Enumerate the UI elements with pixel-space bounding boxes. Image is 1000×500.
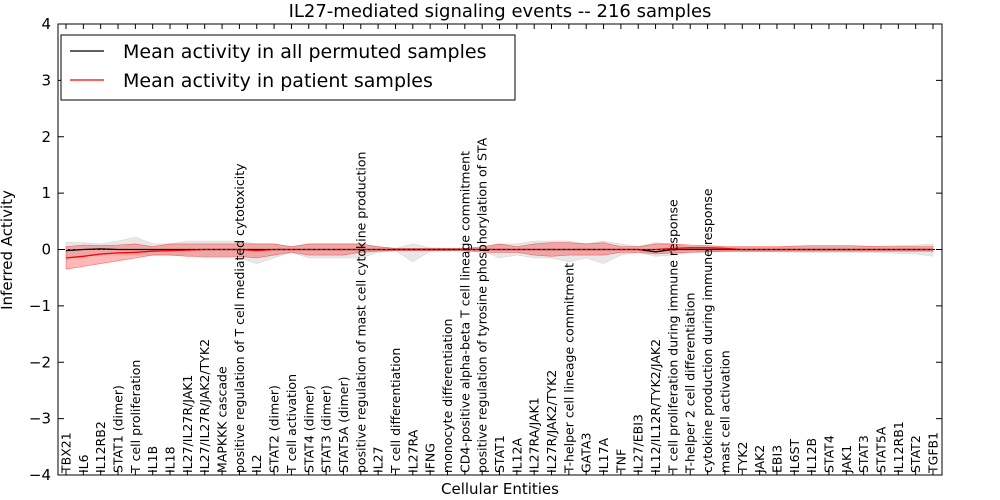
x-tick-label: T cell proliferation during immune respo… [665, 199, 680, 474]
x-tick-label: IL12RB1 [891, 421, 906, 473]
x-tick-label: IL12RB2 [93, 421, 108, 473]
x-tick-label: IL27/EBI3 [631, 414, 646, 473]
x-tick-label: IL17A [596, 437, 611, 473]
x-tick-label: CD4-positive alpha-beta T cell lineage c… [457, 151, 472, 473]
x-tick-label: T cell differentiation [388, 348, 403, 474]
x-tick-label: GATA3 [579, 433, 594, 473]
x-tick-label: mast cell activation [717, 350, 732, 473]
x-tick-label: IL6 [76, 454, 91, 473]
x-tick-label: IL27R/JAK2/TYK2 [544, 370, 559, 473]
x-tick-label: monocyte differentiation [440, 319, 455, 473]
y-tick-label: 0 [41, 241, 51, 259]
x-axis: TBX21 IL6 IL12RB2 STAT1 (dimer) T cell proli… [59, 24, 941, 475]
x-tick-label: STAT1 (dimer) [111, 385, 126, 473]
y-tick-label: 1 [41, 184, 51, 202]
x-tick-label: IL12B [804, 438, 819, 473]
chart-title: IL27-mediated signaling events -- 216 sa… [289, 1, 712, 22]
y-axis: 4 3 2 1 0 −1 −2 −3 −4 [29, 15, 942, 484]
x-tick-label: JAK2 [752, 445, 767, 474]
x-axis-label: Cellular Entities [441, 480, 559, 498]
x-tick-label: IL12/IL12R/TYK2/JAK2 [648, 339, 663, 473]
x-tick-label: IFNG [423, 443, 438, 473]
legend-label-permuted: Mean activity in all permuted samples [123, 41, 486, 63]
x-tick-label: positive regulation of tyrosine phosphor… [475, 137, 490, 473]
x-tick-label: T-helper cell lineage commitment [561, 263, 576, 474]
x-tick-label: T cell activation [284, 374, 299, 474]
x-tick-label: STAT5A [873, 426, 888, 473]
x-tick-label: IL18 [163, 446, 178, 473]
x-tick-label: T-helper 2 cell differentiation [683, 293, 698, 474]
x-tick-label: STAT1 [492, 435, 507, 473]
x-tick-label: TYK2 [735, 442, 750, 474]
confidence-bands [65, 236, 934, 270]
x-tick-label: STAT2 [908, 435, 923, 473]
x-tick-label: IL27RA/JAK1 [527, 397, 542, 473]
x-tick-label: JAK1 [839, 445, 854, 474]
x-tick-label: TGFB1 [926, 432, 941, 474]
x-tick-label: STAT5A (dimer) [336, 377, 351, 473]
x-tick-label: STAT4 [821, 435, 836, 473]
legend-label-patient: Mean activity in patient samples [123, 70, 433, 92]
y-tick-label: 4 [41, 15, 51, 33]
y-axis-label: Inferred Activity [0, 190, 16, 310]
y-tick-label: 2 [41, 128, 51, 146]
x-tick-label: IL6ST [787, 438, 802, 473]
y-tick-label: −2 [29, 353, 51, 371]
x-tick-label: STAT3 [856, 435, 871, 473]
x-tick-label: T cell proliferation [128, 360, 143, 474]
x-tick-label: STAT3 (dimer) [319, 385, 334, 473]
x-tick-label: cytokine production during immune respon… [700, 188, 715, 473]
x-tick-label: EBI3 [769, 445, 784, 473]
x-tick-label: STAT2 (dimer) [267, 385, 282, 473]
x-tick-label: TNF [613, 449, 628, 474]
y-tick-label: −3 [29, 410, 51, 428]
x-tick-label: IL27/IL27R/JAK2/TYK2 [197, 339, 212, 473]
x-tick-label: MAPKKK cascade [215, 366, 230, 473]
legend-box [60, 34, 516, 101]
x-tick-label: IL2 [249, 454, 264, 473]
x-tick-label: IL27RA [405, 429, 420, 473]
y-tick-label: 3 [41, 71, 51, 89]
x-tick-label: IL12A [509, 437, 524, 473]
y-tick-label: −1 [29, 297, 51, 315]
x-tick-label: TBX21 [59, 432, 74, 474]
legend: Mean activity in all permuted samples Me… [60, 34, 516, 101]
x-tick-label: positive regulation of T cell mediated c… [232, 163, 247, 473]
x-tick-label: positive regulation of mast cell cytokin… [353, 152, 368, 473]
y-tick-label: −4 [29, 466, 51, 484]
x-tick-label: IL27 [371, 446, 386, 473]
x-tick-label: STAT4 (dimer) [301, 385, 316, 473]
x-tick-label: IL1B [145, 446, 160, 473]
x-tick-label: IL27/IL27R/JAK1 [180, 375, 195, 473]
